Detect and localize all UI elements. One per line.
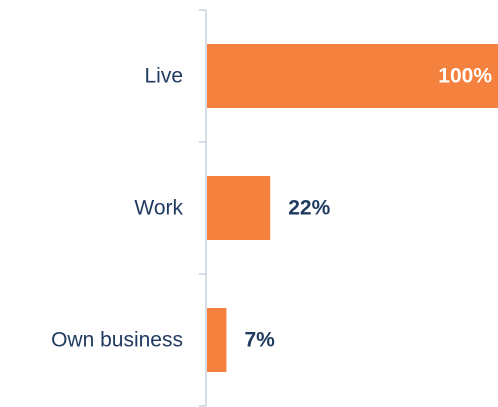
category-label: Work [134, 197, 183, 220]
value-label: 22% [288, 197, 330, 220]
category-label: Own business [51, 329, 183, 352]
bar-live [207, 44, 498, 108]
value-label: 7% [244, 329, 275, 352]
category-label: Live [144, 65, 183, 88]
bar-work [207, 176, 271, 240]
bar-own-business [207, 308, 227, 372]
value-label: 100% [438, 65, 492, 88]
